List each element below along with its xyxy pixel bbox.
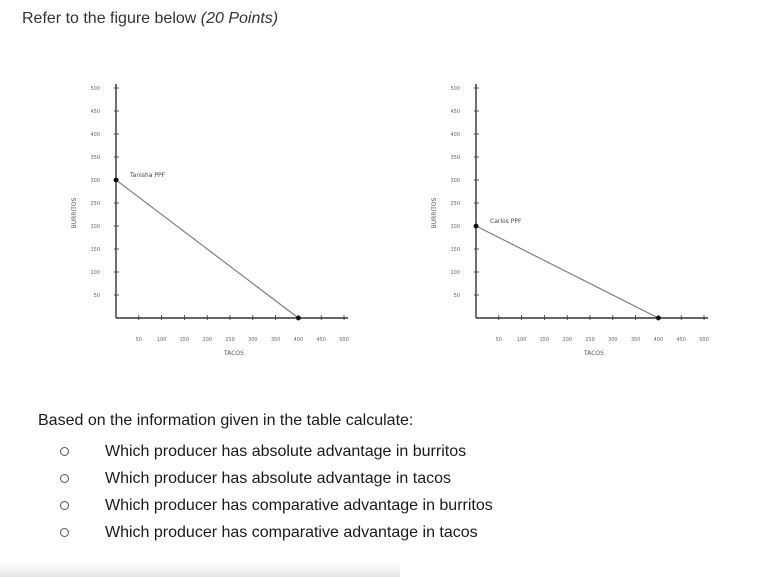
y-tick-label: 50 (454, 293, 460, 299)
task-list: Which producer has absolute advantage in… (60, 438, 493, 546)
x-tick-label: 300 (248, 337, 258, 343)
x-tick-label: 100 (517, 337, 527, 343)
y-tick-label: 300 (90, 178, 100, 184)
ppf-annotation: Tanisha PPF (129, 172, 166, 179)
y-tick-label: 150 (90, 247, 100, 253)
x-tick-label: 300 (608, 337, 618, 343)
task-item: Which producer has comparative advantage… (60, 492, 493, 519)
x-axis-label: TACOS (223, 350, 244, 357)
task-text: Which producer has comparative advantage… (105, 523, 478, 541)
x-tick-label: 250 (585, 337, 595, 343)
bullet-icon (60, 501, 69, 510)
y-tick-label: 200 (450, 224, 460, 230)
x-tick-label: 100 (157, 337, 167, 343)
y-tick-label: 150 (450, 247, 460, 253)
x-tick-label: 50 (496, 337, 502, 343)
heading-text: Refer to the figure below (22, 10, 201, 27)
y-tick-label: 250 (450, 201, 460, 207)
x-tick-label: 150 (540, 337, 550, 343)
ppf-endpoint (473, 223, 479, 229)
heading-points: (20 Points) (200, 10, 279, 27)
x-tick-label: 50 (136, 337, 142, 343)
task-text: Which producer has absolute advantage in… (105, 442, 467, 460)
carlos-ppf-chart: 50 100 150 200 250 300 350 400 450 500 50 100 150 200… (431, 84, 709, 357)
y-tick-label: 250 (90, 201, 100, 207)
tanisha-ppf-chart: 50 100 150 200 250 300 350 400 450 500 50 100 150 200… (71, 84, 349, 357)
y-tick-label: 300 (450, 178, 460, 184)
x-tick-label: 400 (294, 337, 304, 343)
y-tick-label: 100 (90, 270, 100, 276)
x-tick-label: 200 (562, 337, 572, 343)
task-item: Which producer has comparative advantage… (60, 519, 493, 546)
task-text: Which producer has absolute advantage in… (105, 469, 451, 487)
y-tick-label: 450 (90, 109, 100, 115)
x-tick-label: 400 (654, 337, 664, 343)
ppf-endpoint (296, 315, 301, 321)
task-item: Which producer has absolute advantage in… (60, 465, 493, 492)
ppf-endpoint (113, 177, 119, 183)
y-tick-label: 400 (450, 132, 460, 138)
bullet-icon (60, 474, 69, 483)
ppf-line (115, 179, 299, 319)
y-tick-label: 350 (90, 155, 100, 161)
page-heading: Refer to the figure below (20 Points) (22, 10, 278, 28)
y-axis-label: BURRITOS (71, 197, 78, 228)
question-intro: Based on the information given in the ta… (38, 412, 414, 429)
x-axis-label: TACOS (583, 350, 604, 357)
y-tick-label: 400 (90, 132, 100, 138)
task-text: Which producer has comparative advantage… (105, 496, 493, 514)
x-tick-label: 450 (676, 337, 686, 343)
y-tick-label: 450 (450, 109, 460, 115)
x-tick-label: 350 (271, 337, 281, 343)
x-tick-label: 350 (631, 337, 641, 343)
y-tick-label: 500 (90, 86, 100, 92)
x-tick-label: 500 (339, 337, 349, 343)
bottom-shadow (0, 563, 400, 577)
ppf-endpoint (656, 315, 661, 321)
x-tick-label: 250 (225, 337, 235, 343)
task-item: Which producer has absolute advantage in… (60, 438, 493, 465)
y-tick-label: 350 (450, 155, 460, 161)
y-axis-label: BURRITOS (431, 197, 438, 228)
ppf-line (475, 225, 659, 319)
y-tick-label: 500 (450, 86, 460, 92)
y-tick-label: 50 (94, 293, 100, 299)
x-tick-label: 500 (699, 337, 709, 343)
x-tick-label: 150 (180, 337, 190, 343)
y-tick-label: 200 (90, 224, 100, 230)
y-tick-label: 100 (450, 270, 460, 276)
ppf-annotation: Carlos PPF (490, 218, 522, 225)
x-tick-label: 450 (316, 337, 326, 343)
x-tick-label: 200 (202, 337, 212, 343)
bullet-icon (60, 447, 69, 456)
bullet-icon (60, 528, 69, 537)
